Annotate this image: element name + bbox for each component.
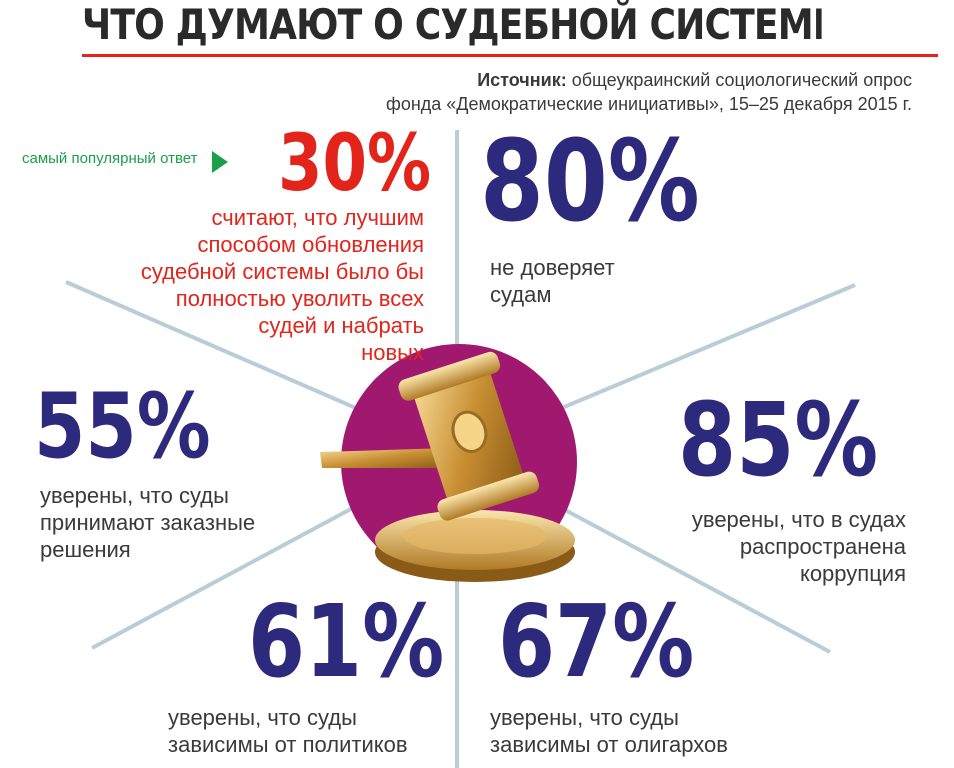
stat-61-line: уверены, что суды — [168, 705, 357, 730]
stat-30-caption: считают, что лучшим способом обновления … — [64, 204, 424, 366]
source-label: Источник: — [477, 70, 567, 90]
stat-85-line: коррупция — [799, 561, 906, 586]
stat-67-line: уверены, что суды — [490, 705, 679, 730]
stat-67-caption: уверены, что суды зависимы от олигархов — [490, 704, 728, 758]
stat-30-line: способом обновления — [197, 232, 424, 257]
stat-30-line: судебной системы было бы — [140, 259, 424, 284]
arrow-right-icon — [212, 151, 228, 173]
stat-30-line: считают, что лучшим — [211, 205, 424, 230]
stat-80-line: не доверяет — [490, 255, 615, 280]
stat-55-caption: уверены, что суды принимают заказные реш… — [40, 482, 255, 563]
stat-80-value: 80% — [480, 117, 700, 247]
stat-55-line: уверены, что суды — [40, 483, 229, 508]
stat-61-caption: уверены, что суды зависимы от политиков — [168, 704, 408, 758]
source-note: Источник: общеукраинский социологический… — [386, 68, 912, 116]
stat-80-caption: не доверяет судам — [490, 254, 615, 308]
source-line-2: фонда «Демократические инициативы», 15–2… — [386, 94, 912, 114]
gavel-icon — [320, 344, 577, 582]
stat-55-value: 55% — [34, 374, 211, 479]
stat-55-line: решения — [40, 537, 131, 562]
popular-answer-label: самый популярный ответ — [22, 150, 198, 167]
title-underline — [82, 54, 938, 57]
stat-67-line: зависимы от олигархов — [490, 732, 728, 757]
stat-61-line: зависимы от политиков — [168, 732, 408, 757]
stat-85-value: 85% — [678, 381, 879, 500]
stat-85-line: распространена — [739, 534, 906, 559]
stat-30-line: судей и набрать — [258, 313, 424, 338]
stat-30-value: 30% — [278, 119, 432, 209]
stat-85-line: уверены, что в судах — [691, 507, 906, 532]
stat-80-line: судам — [490, 282, 552, 307]
stat-85-caption: уверены, что в судах распространена корр… — [692, 506, 906, 587]
page-title: ЧТО ДУМАЮТ О СУДЕБНОЙ СИСТЕМЕ УКРАИНЦЫ — [82, 0, 822, 49]
stat-55-line: принимают заказные — [40, 510, 256, 535]
stat-30-line: полностью уволить всех — [175, 286, 424, 311]
stat-30-line: новых — [361, 340, 424, 365]
stat-67-value: 67% — [498, 583, 695, 700]
stat-61-value: 61% — [248, 583, 445, 700]
source-line-1: общеукраинский социологический опрос — [566, 70, 912, 90]
